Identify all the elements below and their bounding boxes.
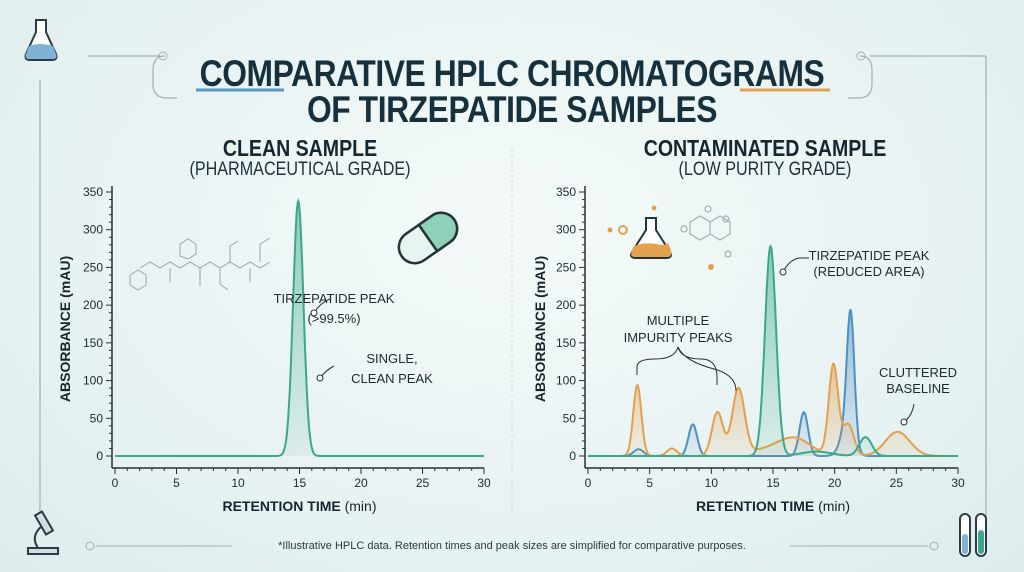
y-tick-label: 300 — [556, 223, 576, 237]
microscope-icon — [27, 510, 59, 555]
x-tick-label: 15 — [766, 476, 780, 490]
annotation-dot — [900, 418, 908, 426]
x-tick-label: 30 — [477, 476, 491, 490]
x-tick-label: 25 — [890, 476, 904, 490]
x-tick-label: 10 — [231, 476, 245, 490]
series-0-line — [115, 197, 484, 457]
contaminated-flask-icon — [607, 205, 714, 270]
x-axis-title: RETENTION TIME (min) — [696, 498, 850, 514]
x-tick-label: 20 — [828, 476, 842, 490]
y-tick-label: 250 — [83, 260, 103, 274]
y-axis-title: ABSORBANCE (mAU) — [532, 256, 548, 402]
x-tick-label: 30 — [951, 476, 965, 490]
x-axis-title-bold: RETENTION TIME — [696, 498, 818, 514]
contaminated-chart: 0 5 10 15 20 25 30050100150200250300350RETENTI… — [532, 185, 965, 514]
x-axis-title: RETENTION TIME (min) — [222, 498, 376, 514]
annotation-leader — [782, 257, 809, 273]
footer-note: *Illustrative HPLC data. Retention times… — [278, 540, 746, 552]
annotation-text: TIRZEPATIDE PEAK — [274, 291, 395, 306]
x-axis-title-unit: (min) — [345, 498, 377, 514]
molecule-structure-icon — [129, 237, 271, 291]
x-tick-label: 0 — [585, 476, 592, 490]
x-axis-title-unit: (min) — [818, 498, 850, 514]
x-tick-label: 5 — [173, 476, 180, 490]
capsule-icon — [397, 211, 459, 265]
x-tick-label: 10 — [705, 476, 719, 490]
clean-chart: 0 5 10 15 20 25 30050100150200250300350RETENTI… — [57, 185, 491, 514]
x-tick-label: 20 — [354, 476, 368, 490]
series-2-line — [588, 244, 958, 457]
annotation-text: SINGLE, — [366, 351, 417, 366]
y-tick-label: 0 — [96, 449, 103, 463]
annotation-leader — [636, 346, 737, 392]
test-tubes-icon — [959, 513, 987, 557]
y-tick-label: 50 — [90, 411, 104, 425]
annotation-dot — [310, 309, 318, 317]
y-tick-label: 350 — [83, 185, 103, 199]
y-tick-label: 200 — [556, 298, 576, 312]
page-title-line-2: OF TIRZEPATIDE SAMPLES — [306, 89, 718, 130]
annotation-text: CLEAN PEAK — [351, 371, 433, 386]
flask-icon — [24, 19, 58, 61]
y-tick-label: 0 — [569, 449, 576, 463]
page-title-line-1: COMPARATIVE HPLC CHROMATOGRAMS — [199, 53, 825, 94]
clean-sample-subtitle: (PHARMACEUTICAL GRADE) — [189, 159, 411, 180]
annotation-text: IMPURITY PEAKS — [624, 330, 733, 345]
y-tick-label: 200 — [83, 298, 103, 312]
annotation-text: BASELINE — [886, 381, 950, 396]
contaminated-sample-subtitle: (LOW PURITY GRADE) — [678, 159, 852, 180]
annotation-dot — [779, 268, 787, 276]
clean-sample-title: CLEAN SAMPLE — [222, 135, 378, 161]
x-tick-label: 25 — [416, 476, 430, 490]
x-tick-label: 5 — [646, 476, 653, 490]
annotation-text: MULTIPLE — [647, 313, 710, 328]
annotation-text: (>99.5%) — [307, 311, 360, 326]
y-tick-label: 100 — [556, 374, 576, 388]
series-2-area — [588, 246, 958, 456]
annotation-text: (REDUCED AREA) — [813, 264, 924, 279]
annotation-dot — [316, 374, 324, 382]
y-tick-label: 150 — [556, 336, 576, 350]
y-axis-title: ABSORBANCE (mAU) — [57, 256, 73, 402]
y-tick-label: 300 — [83, 223, 103, 237]
x-tick-label: 15 — [293, 476, 307, 490]
contaminated-sample-title: CONTAMINATED SAMPLE — [643, 135, 887, 161]
annotation-text: CLUTTERED — [879, 365, 957, 380]
series-0-area — [115, 201, 484, 456]
y-tick-label: 250 — [556, 260, 576, 274]
y-tick-label: 350 — [556, 185, 576, 199]
impurity-molecule-icon — [680, 205, 732, 258]
y-tick-label: 100 — [83, 374, 103, 388]
x-axis-title-bold: RETENTION TIME — [222, 498, 344, 514]
y-tick-label: 150 — [83, 336, 103, 350]
x-tick-label: 0 — [112, 476, 119, 490]
y-tick-label: 50 — [563, 411, 577, 425]
annotation-text: TIRZEPATIDE PEAK — [809, 248, 930, 263]
